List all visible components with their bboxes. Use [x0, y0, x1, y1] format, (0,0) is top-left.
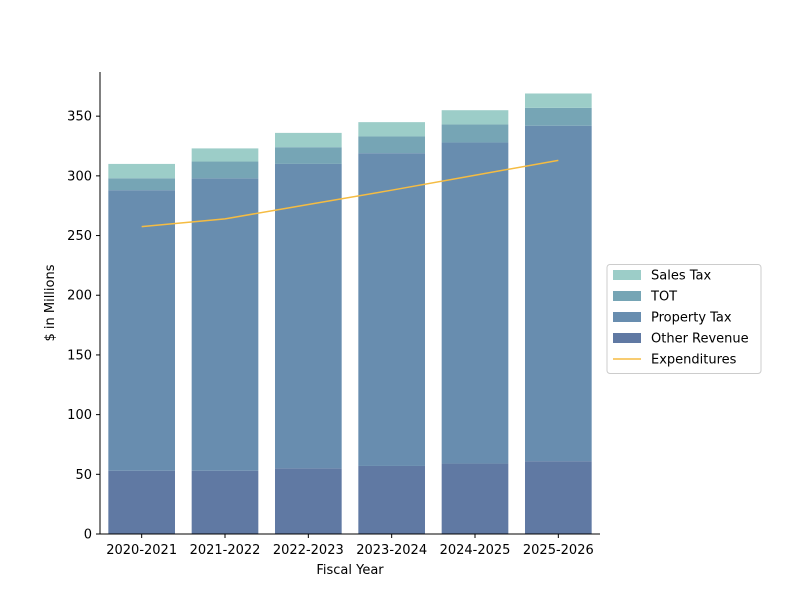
bar-sales-tax-2024-2025 [441, 110, 509, 125]
y-tick-label: 250 [67, 229, 92, 244]
bar-property-tax-2021-2022 [191, 178, 259, 471]
bar-other-revenue-2024-2025 [441, 463, 509, 534]
bar-other-revenue-2025-2026 [525, 461, 592, 534]
bar-property-tax-2024-2025 [441, 142, 509, 464]
bar-tot-2022-2023 [275, 147, 342, 164]
bar-tot-2021-2022 [191, 161, 259, 179]
bar-other-revenue-2021-2022 [191, 470, 259, 534]
bar-other-revenue-2020-2021 [108, 470, 175, 534]
legend-label-sales-tax: Sales Tax [651, 269, 711, 284]
bar-sales-tax-2025-2026 [525, 93, 592, 108]
bars-layer [108, 93, 592, 534]
x-ticks: 2020-2021 2021-2022 2022-2023 2023-2024 2024… [106, 534, 594, 558]
y-tick-label: 150 [67, 348, 92, 363]
bar-property-tax-2025-2026 [525, 125, 592, 462]
legend-swatch-property-tax [613, 312, 641, 322]
line-layer [141, 159, 559, 228]
legend-swatch-other-revenue [613, 333, 641, 343]
legend-swatch-tot [613, 291, 641, 301]
bar-property-tax-2020-2021 [108, 190, 175, 471]
x-tick-label: 2022-2023 [273, 543, 344, 558]
x-tick-label: 2020-2021 [106, 543, 177, 558]
legend-items: Sales Tax TOT Property Tax Other Revenue Exp… [613, 269, 749, 368]
y-tick-label: 350 [67, 110, 92, 125]
line-expenditures [141, 159, 559, 228]
legend-label-expenditures: Expenditures [651, 353, 737, 368]
x-tick-label: 2023-2024 [356, 543, 427, 558]
bar-other-revenue-2023-2024 [358, 465, 425, 534]
y-tick-label: 300 [67, 169, 92, 184]
bar-tot-2023-2024 [358, 136, 425, 154]
y-tick-label: 100 [67, 408, 92, 423]
legend-label-other-revenue: Other Revenue [651, 332, 749, 347]
x-tick-label: 2024-2025 [440, 543, 511, 558]
x-tick-label: 2021-2022 [190, 543, 261, 558]
bar-property-tax-2023-2024 [358, 153, 425, 466]
legend-label-property-tax: Property Tax [651, 311, 732, 326]
legend: Sales Tax TOT Property Tax Other Revenue Exp… [606, 264, 762, 374]
bar-other-revenue-2022-2023 [275, 468, 342, 534]
x-tick-label: 2025-2026 [523, 543, 594, 558]
legend-swatch-sales-tax [613, 270, 641, 280]
x-axis-title: Fiscal Year [316, 563, 384, 578]
legend-label-tot: TOT [650, 290, 677, 305]
axes [99, 72, 600, 535]
y-ticks: 0 50 100 150 200 250 300 350 [67, 110, 100, 543]
y-tick-label: 200 [67, 289, 92, 304]
legend-frame [606, 264, 762, 374]
bar-sales-tax-2020-2021 [108, 163, 175, 179]
bar-tot-2024-2025 [441, 124, 509, 143]
bar-sales-tax-2021-2022 [191, 148, 259, 162]
y-tick-label: 50 [75, 468, 92, 483]
y-tick-label: 0 [84, 528, 92, 543]
bar-tot-2020-2021 [108, 178, 175, 191]
bar-sales-tax-2022-2023 [275, 132, 342, 148]
bar-property-tax-2022-2023 [275, 163, 342, 469]
bar-sales-tax-2023-2024 [358, 122, 425, 137]
bar-tot-2025-2026 [525, 107, 592, 126]
y-axis-title: $ in Millions [43, 264, 58, 341]
